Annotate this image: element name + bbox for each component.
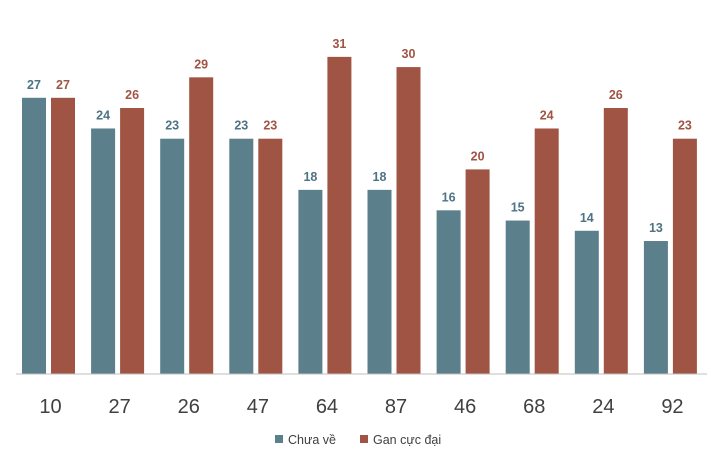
bar-gan-cuc-dai-27 bbox=[120, 108, 145, 375]
bar-chua-ve-10 bbox=[22, 97, 46, 374]
category-label-87: 87 bbox=[385, 396, 407, 418]
value-label-gan-cuc-dai-68: 24 bbox=[540, 108, 554, 122]
bar-gan-cuc-dai-26 bbox=[189, 77, 214, 374]
value-label-gan-cuc-dai-92: 23 bbox=[678, 119, 692, 133]
value-label-gan-cuc-dai-46: 20 bbox=[471, 149, 485, 163]
bar-chua-ve-26 bbox=[160, 138, 185, 374]
value-label-gan-cuc-dai-27: 26 bbox=[125, 88, 139, 102]
legend-swatch-chua-ve bbox=[275, 435, 283, 443]
bar-gan-cuc-dai-47 bbox=[258, 138, 283, 374]
bar-gan-cuc-dai-92 bbox=[672, 138, 697, 374]
value-label-chua-ve-68: 15 bbox=[511, 201, 525, 215]
category-label-47: 47 bbox=[247, 396, 269, 418]
value-label-gan-cuc-dai-64: 31 bbox=[332, 37, 346, 51]
category-label-68: 68 bbox=[523, 396, 545, 418]
value-label-chua-ve-27: 24 bbox=[96, 108, 110, 122]
bar-chua-ve-47 bbox=[229, 138, 254, 374]
value-label-chua-ve-24: 14 bbox=[580, 211, 594, 225]
category-label-26: 26 bbox=[178, 396, 200, 418]
bar-gan-cuc-dai-87 bbox=[396, 67, 421, 374]
bars-group bbox=[22, 56, 697, 375]
value-label-chua-ve-92: 13 bbox=[649, 221, 663, 235]
category-label-24: 24 bbox=[592, 396, 614, 418]
value-label-gan-cuc-dai-10: 27 bbox=[56, 78, 70, 92]
bar-chua-ve-64 bbox=[298, 189, 323, 374]
bar-chua-ve-46 bbox=[436, 210, 461, 374]
value-label-chua-ve-47: 23 bbox=[234, 119, 248, 133]
category-label-27: 27 bbox=[109, 396, 131, 418]
value-label-chua-ve-64: 18 bbox=[303, 170, 317, 184]
bar-chua-ve-92 bbox=[643, 241, 668, 374]
bar-chua-ve-27 bbox=[91, 128, 116, 374]
category-label-10: 10 bbox=[39, 396, 61, 418]
bar-gan-cuc-dai-64 bbox=[327, 56, 352, 375]
bar-gan-cuc-dai-46 bbox=[465, 169, 490, 374]
value-label-gan-cuc-dai-87: 30 bbox=[402, 47, 416, 61]
legend-label-gan-cuc-dai: Gan cực đại bbox=[373, 433, 441, 447]
value-label-chua-ve-46: 16 bbox=[442, 190, 456, 204]
value-label-chua-ve-87: 18 bbox=[373, 170, 387, 184]
bar-gan-cuc-dai-10 bbox=[51, 97, 75, 374]
category-label-64: 64 bbox=[316, 396, 338, 418]
legend-swatch-gan-cuc-dai bbox=[360, 435, 368, 443]
category-label-92: 92 bbox=[661, 396, 683, 418]
bar-gan-cuc-dai-68 bbox=[534, 128, 559, 374]
value-label-chua-ve-10: 27 bbox=[27, 78, 41, 92]
value-label-chua-ve-26: 23 bbox=[165, 119, 179, 133]
category-labels-group: 10 27 26 47 64 87 46 68 24 92 bbox=[39, 396, 683, 418]
value-labels-group: 27 27 24 26 23 29 23 23 18 31 18 30 16 20 15 24 14 26 13 23 bbox=[27, 37, 692, 235]
legend-label-chua-ve: Chưa về bbox=[288, 433, 336, 447]
bar-chua-ve-24 bbox=[574, 230, 599, 374]
legend: Chưa về Gan cực đại bbox=[275, 433, 441, 447]
category-label-46: 46 bbox=[454, 396, 476, 418]
bar-gan-cuc-dai-24 bbox=[603, 108, 628, 375]
bar-chua-ve-68 bbox=[505, 220, 530, 374]
value-label-gan-cuc-dai-24: 26 bbox=[609, 88, 623, 102]
value-label-gan-cuc-dai-26: 29 bbox=[194, 57, 208, 71]
bar-chua-ve-87 bbox=[367, 189, 392, 374]
value-label-gan-cuc-dai-47: 23 bbox=[263, 119, 277, 133]
